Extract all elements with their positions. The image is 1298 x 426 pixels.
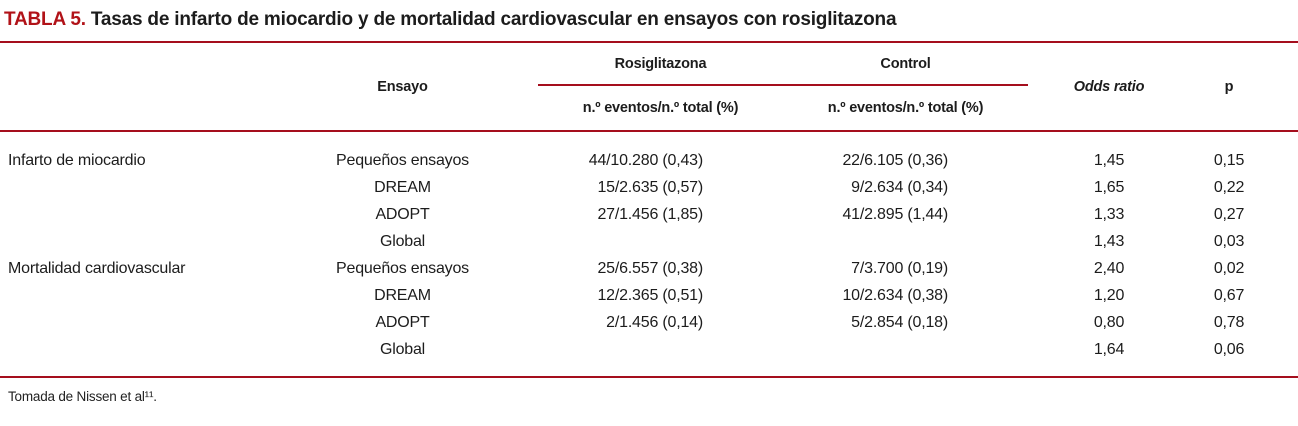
cell-control-value: 22/6.105 (0,36)	[842, 151, 948, 169]
cell-category	[0, 282, 295, 309]
cell-spacer	[1268, 174, 1298, 201]
table-caption: TABLA 5. Tasas de infarto de miocardio y…	[0, 0, 1298, 41]
cell-control-value	[783, 336, 1028, 377]
cell-p-value: 0,06	[1213, 340, 1245, 358]
subheader-control-events: n.º eventos/n.º total (%)	[783, 85, 1028, 132]
cell-ensayo: ADOPT	[375, 205, 430, 223]
cell-spacer	[1268, 255, 1298, 282]
header-p: p	[1190, 42, 1268, 132]
header-group-rosiglitazona: Rosiglitazona	[538, 42, 783, 86]
cell-spacer	[510, 309, 538, 336]
header-row-groups: Ensayo Rosiglitazona Control Odds ratio …	[0, 42, 1298, 132]
cell-spacer	[510, 282, 538, 309]
table-row: ADOPT 2/1.456 (0,14) 5/2.854 (0,18) 0,80…	[0, 309, 1298, 336]
table-row: Global 1,64 0,06	[0, 336, 1298, 377]
cell-category: Mortalidad cardiovascular	[8, 259, 186, 277]
table-header: Ensayo Rosiglitazona Control Odds ratio …	[0, 42, 1298, 132]
header-ensayo: Ensayo	[295, 42, 510, 132]
cell-odds-ratio: 2,40	[1093, 259, 1125, 277]
cell-ensayo: DREAM	[374, 286, 431, 304]
table-row: DREAM 15/2.635 (0,57) 9/2.634 (0,34) 1,6…	[0, 174, 1298, 201]
cell-spacer	[1268, 201, 1298, 228]
cell-rosiglitazona-value: 25/6.557 (0,38)	[597, 259, 703, 277]
cell-odds-ratio: 1,65	[1093, 178, 1125, 196]
cell-category: Infarto de miocardio	[8, 151, 146, 169]
cell-ensayo: Global	[379, 340, 426, 358]
data-table: Ensayo Rosiglitazona Control Odds ratio …	[0, 41, 1298, 378]
cell-ensayo: Global	[379, 232, 426, 250]
header-right-spacer	[1268, 42, 1298, 132]
cell-p-value: 0,03	[1213, 232, 1245, 250]
subheader-rosiglitazona-events: n.º eventos/n.º total (%)	[538, 85, 783, 132]
cell-rosiglitazona-value	[538, 336, 783, 377]
cell-rosiglitazona-value: 2/1.456 (0,14)	[606, 313, 703, 331]
cell-category	[0, 174, 295, 201]
cell-p-value: 0,22	[1213, 178, 1245, 196]
table-row: Mortalidad cardiovascular Pequeños ensay…	[0, 255, 1298, 282]
cell-rosiglitazona-value: 44/10.280 (0,43)	[588, 151, 703, 169]
cell-ensayo: ADOPT	[375, 313, 430, 331]
header-group-control: Control	[783, 42, 1028, 86]
table-body: Infarto de miocardio Pequeños ensayos 44…	[0, 131, 1298, 377]
cell-odds-ratio: 1,33	[1093, 205, 1125, 223]
cell-control-value: 10/2.634 (0,38)	[842, 286, 948, 304]
cell-spacer	[510, 174, 538, 201]
table-number-label: TABLA 5.	[4, 9, 86, 30]
cell-p-value: 0,15	[1213, 151, 1245, 169]
cell-odds-ratio: 1,20	[1093, 286, 1125, 304]
header-odds-ratio: Odds ratio	[1028, 42, 1190, 132]
cell-control-value: 5/2.854 (0,18)	[851, 313, 948, 331]
cell-spacer	[510, 131, 538, 174]
cell-p-value: 0,67	[1213, 286, 1245, 304]
header-gap-spacer	[510, 42, 538, 132]
cell-spacer	[1268, 282, 1298, 309]
cell-odds-ratio: 1,43	[1093, 232, 1125, 250]
cell-rosiglitazona-value	[538, 228, 783, 255]
cell-p-value: 0,02	[1213, 259, 1245, 277]
cell-odds-ratio: 1,64	[1093, 340, 1125, 358]
cell-category	[0, 336, 295, 377]
table-footnote: Tomada de Nissen et al¹¹.	[8, 389, 157, 404]
cell-ensayo: Pequeños ensayos	[336, 259, 469, 277]
cell-control-value: 41/2.895 (1,44)	[842, 205, 948, 223]
header-category-spacer	[0, 42, 295, 132]
table-title-text: Tasas de infarto de miocardio y de morta…	[90, 9, 897, 30]
cell-category	[0, 201, 295, 228]
cell-spacer	[1268, 336, 1298, 377]
cell-control-value: 7/3.700 (0,19)	[851, 259, 948, 277]
cell-odds-ratio: 0,80	[1093, 313, 1125, 331]
cell-ensayo: Pequeños ensayos	[336, 151, 469, 169]
cell-rosiglitazona-value: 12/2.365 (0,51)	[597, 286, 703, 304]
cell-odds-ratio: 1,45	[1093, 151, 1125, 169]
header-row-subheaders: n.º eventos/n.º total (%) n.º eventos/n.…	[0, 85, 1298, 132]
cell-spacer	[1268, 309, 1298, 336]
cell-spacer	[510, 201, 538, 228]
cell-category	[0, 309, 295, 336]
cell-ensayo: DREAM	[374, 178, 431, 196]
cell-control-value	[783, 228, 1028, 255]
cell-rosiglitazona-value: 15/2.635 (0,57)	[597, 178, 703, 196]
cell-category	[0, 228, 295, 255]
cell-spacer	[1268, 131, 1298, 174]
cell-spacer	[1268, 228, 1298, 255]
table-row: Global 1,43 0,03	[0, 228, 1298, 255]
cell-spacer	[510, 255, 538, 282]
table-row: DREAM 12/2.365 (0,51) 10/2.634 (0,38) 1,…	[0, 282, 1298, 309]
cell-rosiglitazona-value: 27/1.456 (1,85)	[597, 205, 703, 223]
cell-spacer	[510, 336, 538, 377]
table-row: ADOPT 27/1.456 (1,85) 41/2.895 (1,44) 1,…	[0, 201, 1298, 228]
table-row: Infarto de miocardio Pequeños ensayos 44…	[0, 131, 1298, 174]
cell-p-value: 0,78	[1213, 313, 1245, 331]
cell-spacer	[510, 228, 538, 255]
cell-control-value: 9/2.634 (0,34)	[851, 178, 948, 196]
cell-p-value: 0,27	[1213, 205, 1245, 223]
